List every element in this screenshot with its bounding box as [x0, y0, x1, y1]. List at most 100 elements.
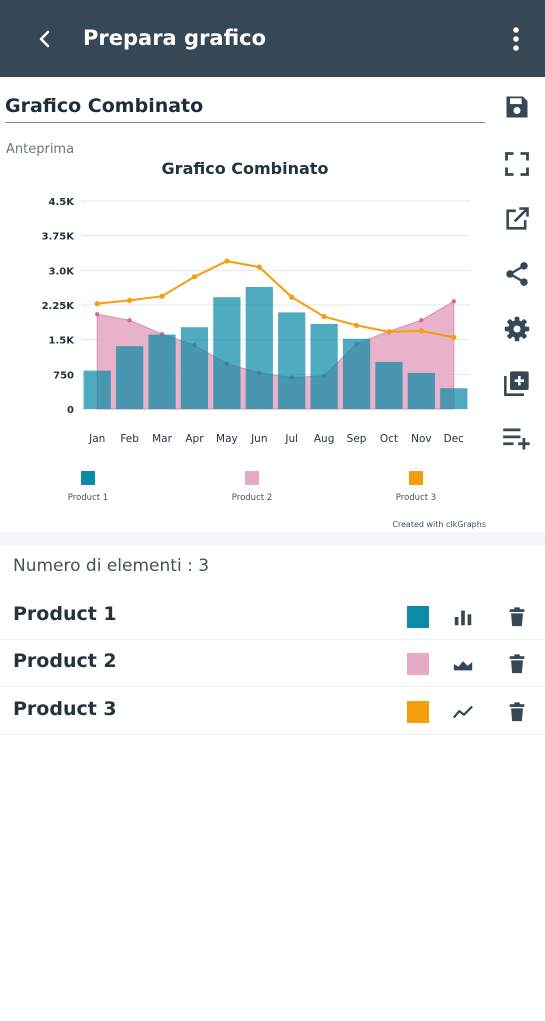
line-point	[224, 258, 230, 264]
legend-label: Product 2	[232, 493, 272, 503]
y-tick-label: 750	[53, 370, 74, 381]
series-row-product-1[interactable]: Product 1	[0, 593, 545, 640]
line-chart-icon	[452, 705, 473, 719]
x-tick-label: Mar	[152, 433, 172, 445]
delete-icon	[509, 654, 525, 674]
preview-label: Anteprima	[6, 142, 75, 157]
delete-icon	[509, 607, 525, 627]
delete-series-button[interactable]	[500, 647, 534, 681]
series-name: Product 3	[13, 698, 117, 720]
legend-label: Product 1	[68, 493, 108, 503]
line-point	[127, 297, 133, 303]
area-point	[419, 318, 424, 323]
bar-product-1	[245, 286, 273, 409]
bar-product-1	[148, 334, 176, 409]
series-type-button[interactable]	[446, 695, 480, 729]
y-tick-label: 4.5K	[49, 197, 76, 208]
line-point	[386, 329, 392, 335]
line-point	[451, 334, 457, 340]
chart-title-input[interactable]	[5, 90, 485, 123]
more-vert-icon	[513, 27, 519, 51]
series-row-product-2[interactable]: Product 2	[0, 640, 545, 687]
add-playlist-icon	[503, 428, 530, 450]
share-icon	[506, 262, 528, 286]
app-bar: Prepara grafico	[0, 0, 545, 77]
delete-icon	[509, 702, 525, 722]
area-point	[95, 312, 100, 317]
bar-product-1	[440, 388, 468, 409]
delete-series-button[interactable]	[500, 600, 534, 634]
x-tick-label: Nov	[411, 433, 432, 445]
series-row-product-3[interactable]: Product 3	[0, 688, 545, 735]
series-type-button[interactable]	[446, 600, 480, 634]
open-external-icon	[506, 207, 529, 230]
add-series-icon	[504, 371, 529, 396]
section-divider	[0, 532, 545, 546]
bar-product-1	[342, 338, 371, 409]
settings-icon	[504, 316, 530, 342]
more-options-button[interactable]	[501, 20, 531, 58]
series-name: Product 2	[13, 650, 117, 672]
line-series-product-3	[97, 260, 454, 339]
line-point	[289, 294, 295, 300]
back-arrow-icon	[39, 30, 50, 48]
y-tick-label: 0	[67, 405, 74, 416]
chart-preview: Grafico Combinato 0 750 1.5K 2.25K 3.0K 3.75K…	[42, 159, 486, 529]
legend-swatch	[81, 471, 95, 485]
x-tick-label: Aug	[314, 433, 335, 445]
open-external-button[interactable]	[489, 197, 545, 241]
x-tick-label: Jul	[284, 433, 298, 445]
line-point	[191, 274, 198, 280]
x-tick-label: Sep	[347, 433, 367, 445]
bar-product-1	[310, 323, 338, 409]
series-name: Product 1	[13, 603, 117, 625]
series-color-swatch[interactable]	[407, 653, 429, 675]
series-count-label: Numero di elementi : 3	[13, 556, 210, 576]
bar-product-1	[180, 327, 209, 409]
legend-label: Product 3	[396, 493, 436, 503]
line-point	[321, 313, 327, 320]
bar-product-1	[116, 346, 144, 409]
line-point	[418, 328, 424, 334]
add-list-button[interactable]	[489, 416, 545, 460]
save-icon	[506, 96, 528, 118]
chart-credit: Created with clkGraphs	[392, 520, 486, 529]
area-chart-icon	[453, 661, 473, 671]
legend-swatch	[245, 471, 259, 485]
settings-button[interactable]	[489, 307, 545, 351]
x-tick-label: Feb	[120, 433, 139, 445]
series-color-swatch[interactable]	[407, 701, 429, 723]
page-title: Prepara grafico	[83, 26, 267, 50]
x-tick-label: Oct	[380, 433, 398, 445]
x-tick-label: Jun	[250, 433, 267, 445]
x-tick-label: Apr	[185, 433, 204, 445]
bar-product-1	[213, 297, 241, 409]
y-tick-label: 2.25K	[42, 301, 76, 312]
add-series-button[interactable]	[489, 361, 545, 405]
area-point	[451, 299, 456, 304]
bar-product-1	[83, 370, 111, 409]
y-tick-label: 3.0K	[49, 266, 76, 277]
x-tick-label: Jan	[88, 433, 105, 445]
fullscreen-button[interactable]	[489, 142, 545, 186]
series-color-swatch[interactable]	[407, 606, 429, 628]
save-button[interactable]	[489, 85, 545, 129]
delete-series-button[interactable]	[500, 695, 534, 729]
line-point	[94, 301, 100, 307]
y-tick-label: 1.5K	[49, 336, 76, 347]
y-tick-label: 3.75K	[42, 232, 76, 243]
back-button[interactable]	[26, 20, 64, 58]
line-point	[353, 322, 360, 328]
bar-product-1	[278, 312, 306, 409]
area-point	[127, 318, 132, 323]
x-tick-label: May	[216, 433, 238, 445]
series-section	[0, 545, 545, 1021]
legend-swatch	[409, 471, 423, 485]
line-point	[159, 293, 165, 299]
bar-product-1	[407, 372, 435, 409]
bar-product-1	[375, 361, 403, 409]
series-type-button[interactable]	[446, 647, 480, 681]
fullscreen-icon	[505, 152, 529, 176]
chart-title: Grafico Combinato	[162, 159, 329, 178]
share-button[interactable]	[489, 252, 545, 296]
